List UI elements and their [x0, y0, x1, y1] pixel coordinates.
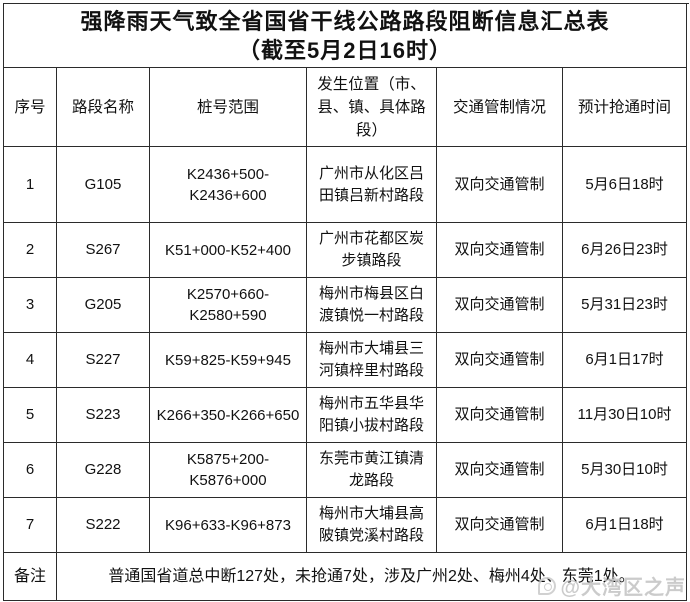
table-title: 强降雨天气致全省国省干线公路路段阻断信息汇总表 （截至5月2日16时） — [4, 4, 687, 68]
row5-stake-range: K266+350-K266+650 — [150, 388, 307, 443]
row7-eta: 6月1日18时 — [563, 498, 687, 553]
row3-road-name: G205 — [57, 278, 150, 333]
row4-road-name: S227 — [57, 333, 150, 388]
row3-seq: 3 — [4, 278, 57, 333]
row6-seq: 6 — [4, 443, 57, 498]
row1-stake-range: K2436+500-K2436+600 — [150, 147, 307, 223]
row6-stake-range: K5875+200-K5876+000 — [150, 443, 307, 498]
row6-location: 东莞市黄江镇清龙路段 — [307, 443, 437, 498]
remark-label: 备注 — [4, 553, 57, 601]
row5-seq: 5 — [4, 388, 57, 443]
row3-eta: 5月31日23时 — [563, 278, 687, 333]
row2-seq: 2 — [4, 223, 57, 278]
row1-eta: 5月6日18时 — [563, 147, 687, 223]
row5-road-name: S223 — [57, 388, 150, 443]
row3-stake-range: K2570+660-K2580+590 — [150, 278, 307, 333]
column-header-location: 发生位置（市、县、镇、具体路段） — [307, 68, 437, 147]
row2-location: 广州市花都区炭步镇路段 — [307, 223, 437, 278]
row4-eta: 6月1日17时 — [563, 333, 687, 388]
remark-text: 普通国省道总中断127处，未抢通7处，涉及广州2处、梅州4处、东莞1处。 — [57, 553, 687, 601]
row4-seq: 4 — [4, 333, 57, 388]
row1-location: 广州市从化区吕田镇吕新村路段 — [307, 147, 437, 223]
row2-traffic-control: 双向交通管制 — [437, 223, 563, 278]
column-header-road-name: 路段名称 — [57, 68, 150, 147]
row2-road-name: S267 — [57, 223, 150, 278]
row4-traffic-control: 双向交通管制 — [437, 333, 563, 388]
row1-traffic-control: 双向交通管制 — [437, 147, 563, 223]
row7-road-name: S222 — [57, 498, 150, 553]
row5-location: 梅州市五华县华阳镇小拔村路段 — [307, 388, 437, 443]
row7-location: 梅州市大埔县高陂镇党溪村路段 — [307, 498, 437, 553]
column-header-traffic-control: 交通管制情况 — [437, 68, 563, 147]
table-title-line2: （截至5月2日16时） — [238, 37, 452, 63]
column-header-stake-range: 桩号范围 — [150, 68, 307, 147]
row3-traffic-control: 双向交通管制 — [437, 278, 563, 333]
row1-road-name: G105 — [57, 147, 150, 223]
row6-traffic-control: 双向交通管制 — [437, 443, 563, 498]
row2-stake-range: K51+000-K52+400 — [150, 223, 307, 278]
row6-eta: 5月30日10时 — [563, 443, 687, 498]
column-header-seq: 序号 — [4, 68, 57, 147]
row1-seq: 1 — [4, 147, 57, 223]
row4-stake-range: K59+825-K59+945 — [150, 333, 307, 388]
row4-location: 梅州市大埔县三河镇梓里村路段 — [307, 333, 437, 388]
row6-road-name: G228 — [57, 443, 150, 498]
row7-stake-range: K96+633-K96+873 — [150, 498, 307, 553]
column-header-eta: 预计抢通时间 — [563, 68, 687, 147]
road-closure-table: 强降雨天气致全省国省干线公路路段阻断信息汇总表 （截至5月2日16时） 序号 路… — [3, 3, 689, 601]
row2-eta: 6月26日23时 — [563, 223, 687, 278]
row3-location: 梅州市梅县区白渡镇悦一村路段 — [307, 278, 437, 333]
table-title-line1: 强降雨天气致全省国省干线公路路段阻断信息汇总表 — [80, 8, 610, 34]
row7-traffic-control: 双向交通管制 — [437, 498, 563, 553]
row5-traffic-control: 双向交通管制 — [437, 388, 563, 443]
row5-eta: 11月30日10时 — [563, 388, 687, 443]
row7-seq: 7 — [4, 498, 57, 553]
